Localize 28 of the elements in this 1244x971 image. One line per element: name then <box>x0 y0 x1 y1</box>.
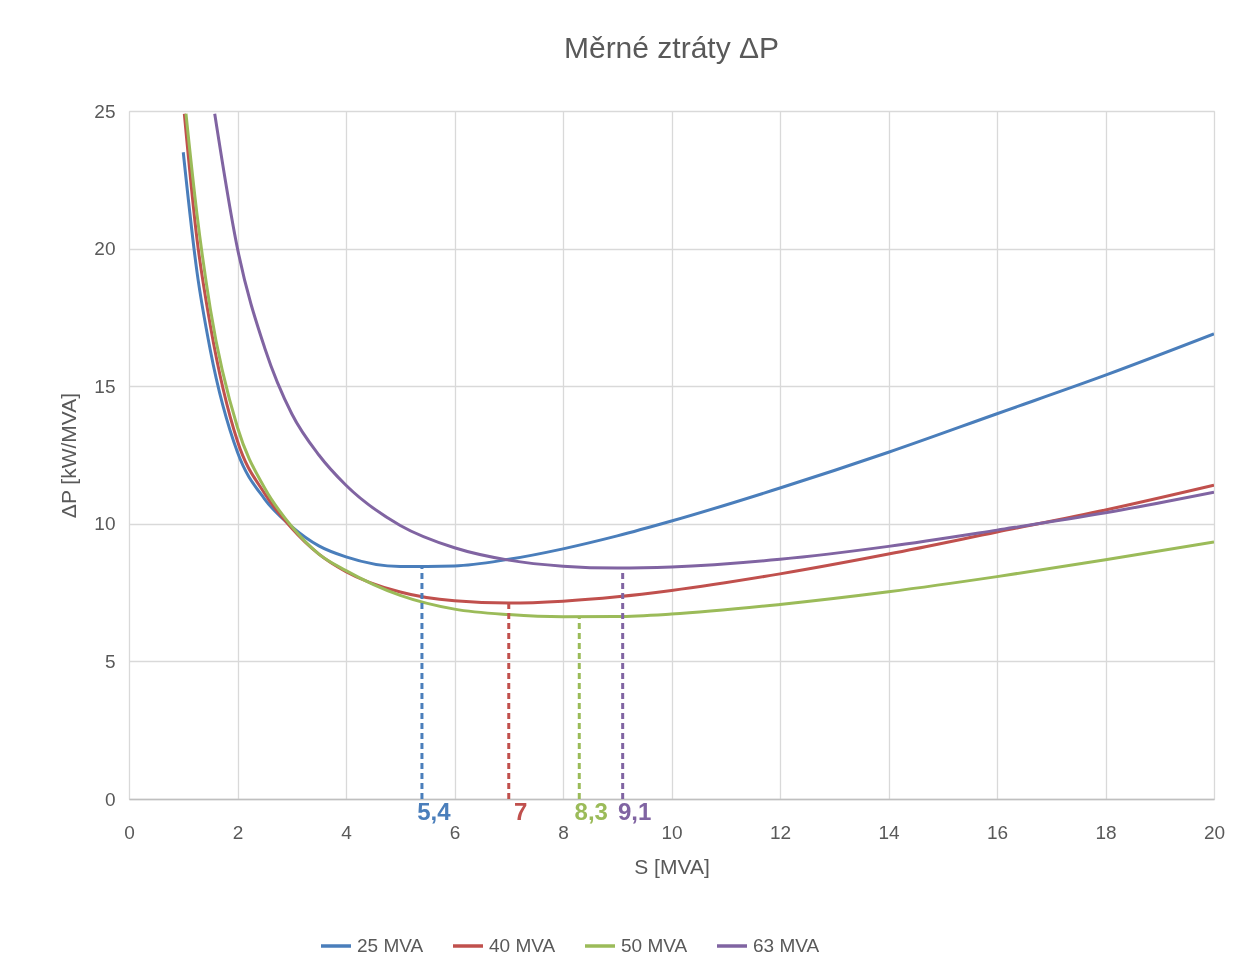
ref-line-label: 8,3 <box>574 798 608 825</box>
x-tick-label: 10 <box>661 821 683 843</box>
ref-line-label: 5,4 <box>417 798 452 825</box>
x-tick-label: 4 <box>341 821 353 843</box>
y-tick-label: 10 <box>94 513 116 535</box>
ref-line-label: 7 <box>514 798 528 825</box>
x-tick-label: 16 <box>986 821 1009 843</box>
legend-label: 40 MVA <box>489 935 556 956</box>
legend-label: 63 MVA <box>753 935 820 956</box>
y-tick-label: 5 <box>104 650 116 672</box>
y-axis-title: ΔP [kW/MVA] <box>57 392 81 519</box>
chart-title: Měrné ztráty ΔP <box>563 31 780 64</box>
x-tick-label: 0 <box>124 821 135 843</box>
x-tick-label: 20 <box>1203 821 1226 843</box>
x-tick-label: 14 <box>878 821 900 843</box>
legend-label: 50 MVA <box>621 935 688 956</box>
ref-line-label: 9,1 <box>617 798 652 825</box>
x-tick-label: 8 <box>558 821 569 843</box>
y-tick-label: 25 <box>94 100 116 122</box>
y-tick-label: 15 <box>94 375 116 397</box>
x-axis-title: S [MVA] <box>634 854 710 878</box>
x-tick-label: 18 <box>1095 821 1117 843</box>
y-tick-label: 0 <box>104 788 116 810</box>
legend-label: 25 MVA <box>357 935 424 956</box>
x-tick-label: 2 <box>232 821 244 843</box>
x-tick-label: 6 <box>449 821 461 843</box>
y-tick-label: 20 <box>94 238 116 260</box>
x-tick-label: 12 <box>769 821 792 843</box>
